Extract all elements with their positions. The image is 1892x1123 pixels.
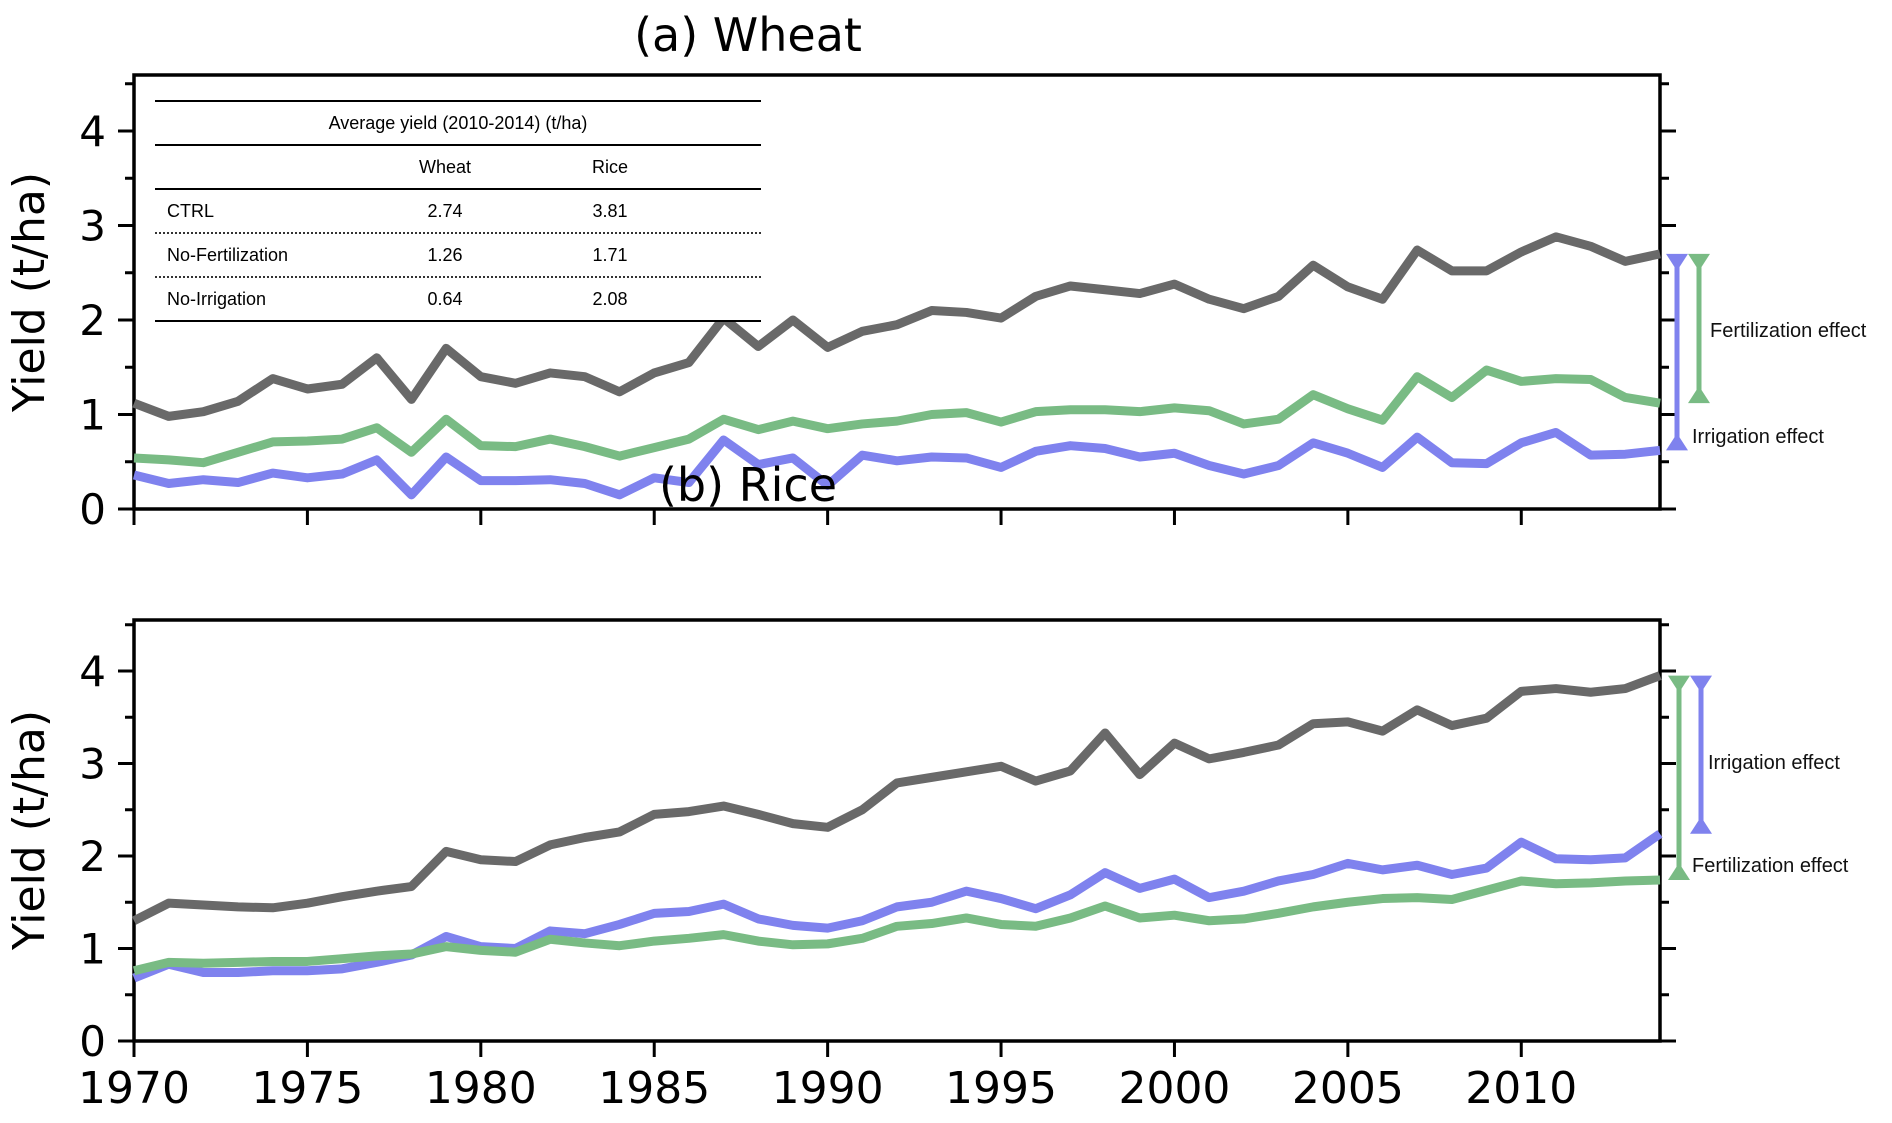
cell-wheat: 1.26 (427, 245, 463, 265)
rice-fertilization-effect-label: Fertilization effect (1692, 855, 1849, 877)
wheat-ytick-label: 4 (79, 107, 106, 156)
wheat-no-irrigation-effect-arrow-top-head (1666, 253, 1688, 271)
wheat-ytick-label: 3 (79, 202, 106, 251)
rice-ytick-label: 0 (79, 1017, 106, 1066)
rice-xtick-label: 1970 (78, 1063, 190, 1114)
wheat-no-fertilization-effect-arrow-top-head (1688, 253, 1710, 271)
wheat-no-fertilization-effect-arrow-bottom-head (1688, 386, 1710, 404)
wheat-ytick-label: 2 (79, 296, 106, 345)
chart-a-ylabel: Yield (t/ha) (4, 172, 55, 413)
chart-b-title: (b) Rice (658, 458, 838, 512)
wheat-no-fertilization-line (133, 365, 1661, 468)
wheat-no-irrigation-line (132, 427, 1661, 500)
rice-xtick-label: 2005 (1292, 1063, 1404, 1114)
table-header-wheat: Wheat (418, 157, 472, 177)
rice-xtick-label: 1995 (945, 1063, 1057, 1114)
table-header-row: Wheat Rice (155, 146, 761, 190)
average-yield-table: Average yield (2010-2014) (t/ha) Wheat R… (155, 100, 761, 322)
row-label: No-Fertilization (167, 245, 289, 265)
row-label: No-Irrigation (167, 289, 267, 309)
rice-axes-box (132, 618, 1662, 1043)
table-header-rice: Rice (591, 157, 628, 177)
rice-xtick-label: 2010 (1465, 1063, 1577, 1114)
table-row-no-irrigation: No-Irrigation 0.64 2.08 (155, 276, 761, 320)
wheat-ytick-label: 0 (79, 485, 106, 534)
rice-xtick-label: 1990 (772, 1063, 884, 1114)
rice-ctrl-line (131, 671, 1662, 925)
cell-rice: 1.71 (592, 245, 628, 265)
rice-no-irrigation-effect-arrow-top-head (1690, 675, 1712, 693)
rice-ytick-label: 4 (79, 647, 106, 696)
wheat-no-irrigation-effect-arrow-bottom-head (1666, 433, 1688, 451)
wheat-ytick-label: 1 (79, 391, 106, 440)
cell-wheat: 2.74 (427, 201, 463, 221)
chart-a-title: (a) Wheat (634, 8, 862, 62)
table-row-ctrl: CTRL 2.74 3.81 (155, 190, 761, 232)
table-title: Average yield (2010-2014) (t/ha) (155, 102, 761, 146)
rice-irrigation-effect-label: Irrigation effect (1708, 752, 1840, 774)
rice-ytick-label: 1 (79, 925, 106, 974)
table-row-no-fertilization: No-Fertilization 1.26 1.71 (155, 232, 761, 276)
wheat-fertilization-effect-label: Fertilization effect (1710, 320, 1867, 342)
wheat-axes-box (132, 73, 1662, 511)
rice-xtick-label: 1985 (598, 1063, 710, 1114)
wheat-irrigation-effect-label: Irrigation effect (1692, 426, 1824, 448)
chart-b-ylabel: Yield (t/ha) (4, 710, 55, 951)
rice-ytick-label: 2 (79, 832, 106, 881)
cell-rice: 2.08 (592, 289, 628, 309)
cell-wheat: 0.64 (427, 289, 463, 309)
table-header-empty (155, 146, 345, 188)
wheat-ctrl-line (132, 232, 1661, 421)
rice-no-fertilization-effect-arrow-top-head (1668, 675, 1690, 693)
rice-xtick-label: 1975 (251, 1063, 363, 1114)
rice-no-fertilization-effect-arrow-bottom-head (1668, 863, 1690, 881)
rice-no-irrigation-effect-arrow-bottom-head (1690, 816, 1712, 834)
rice-xtick-label: 2000 (1118, 1063, 1230, 1114)
rice-no-fertilization-line (132, 875, 1661, 976)
rice-xtick-label: 1980 (425, 1063, 537, 1114)
rice-ytick-label: 3 (79, 740, 106, 789)
rice-no-irrigation-line (132, 830, 1663, 983)
cell-rice: 3.81 (592, 201, 628, 221)
row-label: CTRL (167, 201, 215, 221)
